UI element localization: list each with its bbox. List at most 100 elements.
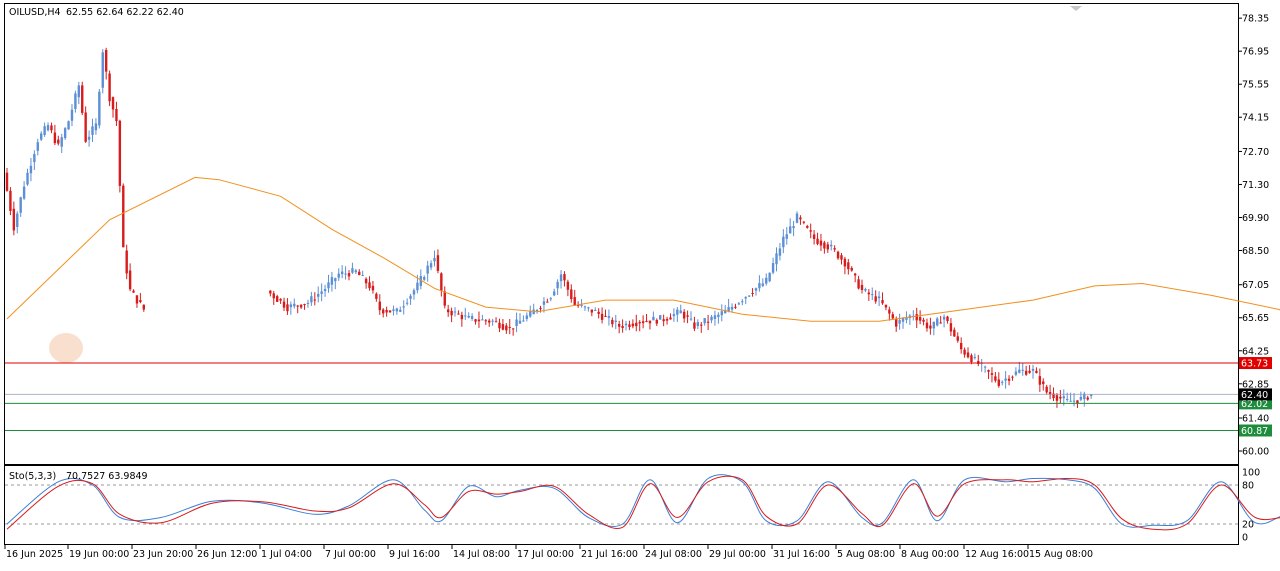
candle (741, 298, 744, 306)
candle-body (433, 258, 436, 262)
candle-body (648, 320, 652, 324)
candle-body (22, 186, 26, 199)
candle (966, 347, 970, 359)
main-price-pane[interactable] (4, 3, 1239, 465)
candle (977, 354, 980, 367)
candle (611, 317, 614, 328)
candle-body (1001, 381, 1004, 383)
candle-body (864, 289, 867, 291)
candle (771, 257, 775, 275)
candle (108, 70, 111, 107)
candle-body (706, 321, 710, 323)
candle-body (87, 136, 91, 140)
candle-body (915, 314, 918, 321)
candle-body (553, 291, 556, 296)
stochastic-values: 70.7527 63.9849 (66, 471, 148, 482)
candle-body (67, 121, 70, 130)
candle-body (624, 323, 628, 326)
candle-body (628, 324, 631, 328)
chart-shift-marker-icon[interactable] (1070, 6, 1082, 11)
candle (583, 305, 587, 311)
candle-body (364, 278, 368, 284)
candle (272, 290, 275, 305)
time-tick-label: 31 Jul 16:00 (773, 549, 830, 560)
candle (990, 367, 994, 383)
candle-body (638, 322, 641, 324)
candle (1086, 395, 1089, 401)
candle (546, 298, 549, 303)
candle (115, 101, 118, 126)
candle (833, 245, 836, 252)
candle-body (679, 310, 682, 314)
candle (388, 310, 392, 313)
candle (494, 317, 498, 323)
candle-body (761, 283, 765, 286)
candle-body (696, 322, 700, 326)
time-tick-label: 26 Jun 12:00 (197, 549, 257, 560)
candle-body (5, 172, 9, 191)
candle (511, 328, 515, 336)
candle (809, 223, 812, 239)
candle-body (405, 302, 409, 304)
candle (597, 308, 600, 319)
candle-body (600, 313, 604, 320)
candle (347, 270, 351, 281)
candle-body (655, 319, 658, 324)
candle-body (987, 370, 990, 372)
price-tick-label: 64.25 (1242, 346, 1269, 357)
candle-body (583, 306, 587, 308)
candle-body (635, 322, 638, 327)
candle-body (853, 273, 857, 276)
candle-body (682, 311, 686, 319)
candle (747, 295, 751, 298)
time-tick-label: 29 Jul 00:00 (709, 549, 766, 560)
candle-body (303, 303, 306, 305)
candle-body (1045, 386, 1048, 393)
candle (19, 196, 22, 217)
candle (405, 298, 409, 306)
candle-body (1066, 398, 1069, 400)
candle (566, 279, 570, 297)
candle (313, 292, 316, 306)
candle-body (327, 282, 330, 289)
candle-body (983, 366, 987, 368)
candle (470, 313, 474, 321)
candle-body (351, 268, 354, 273)
candle (423, 275, 426, 281)
candle-body (905, 317, 908, 320)
candle-body (385, 309, 388, 313)
candle-body (963, 349, 966, 355)
time-tick-label: 17 Jul 00:00 (517, 549, 574, 560)
candle-body (1004, 378, 1007, 381)
candle (788, 218, 792, 234)
candle-body (830, 244, 833, 247)
candle-body (713, 315, 717, 319)
candle-body (895, 318, 898, 327)
candle-body (720, 311, 723, 316)
candle-body (539, 307, 542, 309)
candle (63, 127, 67, 140)
candle-body (50, 125, 53, 131)
candle-body (416, 282, 419, 291)
price-tick-label: 78.35 (1242, 14, 1269, 25)
candle (299, 304, 303, 309)
candle-body (293, 303, 296, 307)
candle (481, 314, 484, 321)
candle (94, 118, 98, 135)
stochastic-tick-label: 20 (1242, 520, 1254, 531)
candle (310, 291, 313, 306)
candle (12, 201, 16, 236)
candle (1048, 384, 1052, 400)
candle-body (515, 319, 518, 326)
candle-body (491, 320, 494, 322)
candle (853, 272, 857, 283)
candle-body (1011, 376, 1014, 378)
candle (53, 124, 57, 146)
candle (1079, 391, 1083, 402)
time-tick-label: 12 Aug 16:00 (965, 549, 1029, 560)
candle-body (765, 277, 768, 284)
candle (765, 273, 768, 286)
stochastic-pane[interactable] (4, 465, 1239, 545)
